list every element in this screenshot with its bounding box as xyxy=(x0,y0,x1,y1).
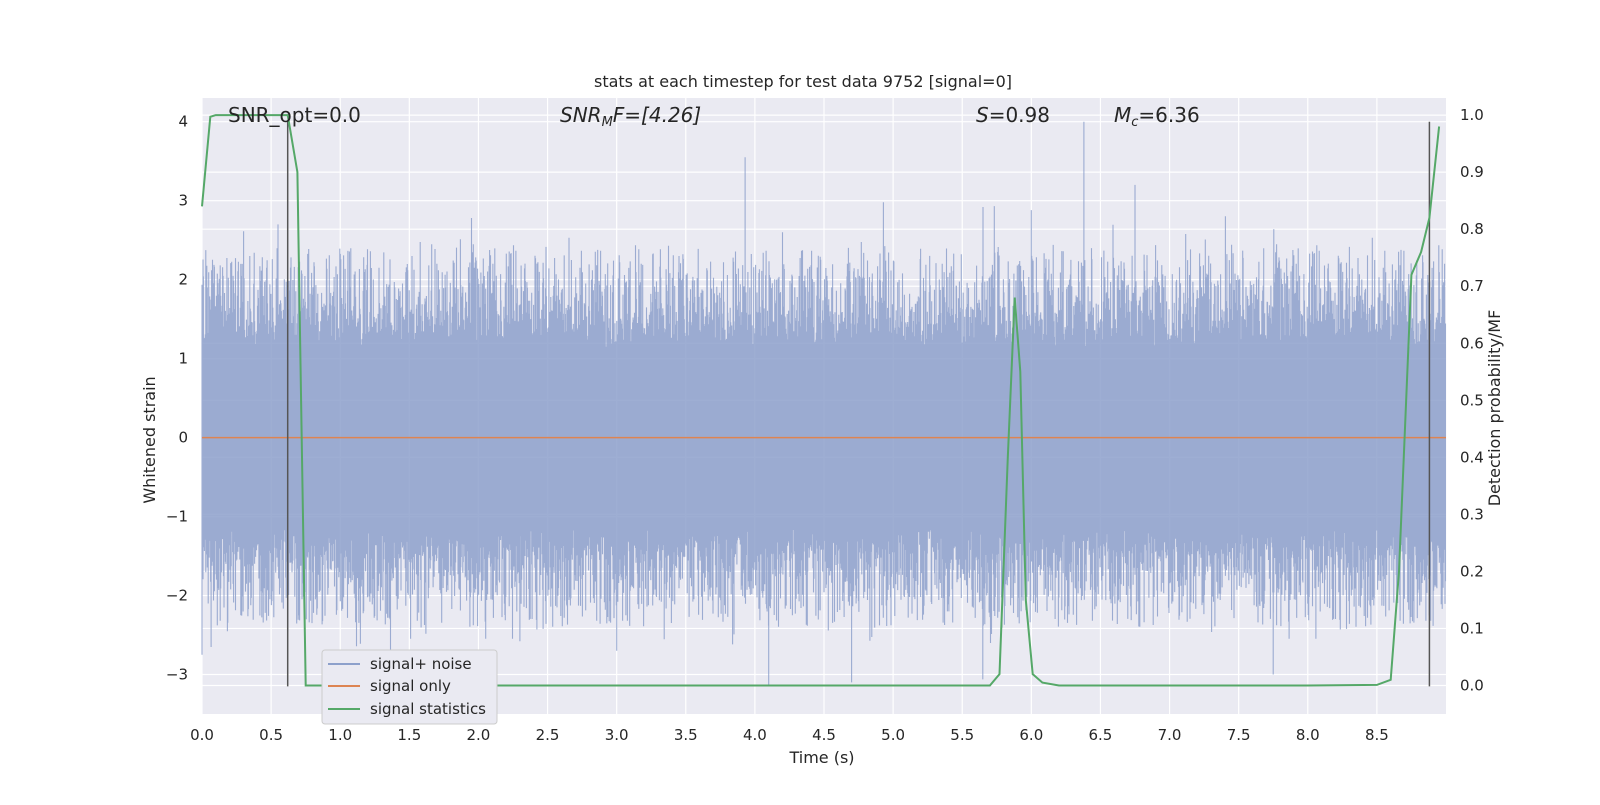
x-tick-label: 4.5 xyxy=(812,726,836,744)
legend-label-signal-noise: signal+ noise xyxy=(370,655,472,673)
y-tick-label-right: 0.0 xyxy=(1460,676,1484,694)
x-tick-label: 0.0 xyxy=(190,726,214,744)
x-tick-label: 1.0 xyxy=(328,726,352,744)
y-tick-label-right: 0.6 xyxy=(1460,334,1484,352)
y-tick-label-right: 0.7 xyxy=(1460,277,1484,295)
x-tick-label: 2.5 xyxy=(536,726,560,744)
x-axis-label: Time (s) xyxy=(788,748,854,767)
series-signal-noise xyxy=(201,121,1447,687)
x-tick-label: 3.5 xyxy=(674,726,698,744)
annotation-s-rest: =0.98 xyxy=(989,103,1050,127)
x-tick-label: 1.5 xyxy=(397,726,421,744)
y-tick-label-left: 1 xyxy=(178,350,188,368)
annotation-mc-sub: c xyxy=(1131,115,1138,130)
x-tick-label: 6.0 xyxy=(1019,726,1043,744)
y-tick-label-left: 3 xyxy=(178,192,188,210)
annotation-mc-main: M xyxy=(1114,103,1131,127)
legend-box xyxy=(321,649,498,725)
x-tick-label: 6.5 xyxy=(1089,726,1113,744)
x-tick-label: 8.0 xyxy=(1296,726,1320,744)
y-axis-label-right: Detection probability/MF xyxy=(1485,310,1504,507)
legend-label-signal-only: signal only xyxy=(370,677,451,695)
legend: signal+ noise signal only signal statist… xyxy=(321,649,498,725)
legend-label-signal-statistics: signal statistics xyxy=(370,700,486,718)
y-tick-label-right: 0.1 xyxy=(1460,619,1484,637)
y-tick-label-right: 0.2 xyxy=(1460,562,1484,580)
y-tick-label-right: 0.5 xyxy=(1460,391,1484,409)
y-tick-label-right: 0.3 xyxy=(1460,505,1484,523)
x-tick-label: 8.5 xyxy=(1365,726,1389,744)
y-tick-label-left: −2 xyxy=(166,587,188,605)
series-signal-statistics xyxy=(201,114,1441,687)
y-axis-label-left: Whitened strain xyxy=(140,376,159,503)
x-tick-label: 5.5 xyxy=(950,726,974,744)
x-tick-label: 4.0 xyxy=(743,726,767,744)
x-tick-label: 0.5 xyxy=(259,726,283,744)
x-tick-label: 7.0 xyxy=(1158,726,1182,744)
annotation-snr-mf-main: SNR xyxy=(560,103,602,127)
annotation-mc-rest: =6.36 xyxy=(1138,103,1199,127)
annotation-s: S=0.98 xyxy=(976,103,1050,127)
y-tick-label-right: 1.0 xyxy=(1460,106,1484,124)
y-tick-label-left: −3 xyxy=(166,666,188,684)
y-tick-label-right: 0.9 xyxy=(1460,163,1484,181)
x-tick-label: 2.0 xyxy=(467,726,491,744)
chart-title: stats at each timestep for test data 975… xyxy=(594,72,1012,91)
y-tick-label-right: 0.4 xyxy=(1460,448,1484,466)
annotation-snr-mf-rest: F=[4.26] xyxy=(613,103,701,127)
annotation-snr-mf-sub: M xyxy=(602,115,613,130)
annotation-snr-mf: SNRMF=[4.26] xyxy=(560,103,701,130)
plot-area: 0.0 0.5 1.0 1.5 2.0 2.5 3.0 3.5 4.0 4.5 5.0 5.5 6.0 6… xyxy=(166,98,1484,744)
y-tick-label-left: −1 xyxy=(166,508,188,526)
annotations: SNR_opt=0.0 SNRMF=[4.26] S=0.98 Mc=6.36 xyxy=(228,103,1200,130)
x-tick-label: 3.0 xyxy=(605,726,629,744)
y-tick-label-left: 4 xyxy=(178,113,188,131)
annotation-snr-opt: SNR_opt=0.0 xyxy=(228,103,361,127)
x-tick-label: 7.5 xyxy=(1227,726,1251,744)
y-tick-label-right: 0.8 xyxy=(1460,220,1484,238)
x-tick-label: 5.0 xyxy=(881,726,905,744)
annotation-s-main: S xyxy=(976,103,989,127)
y-tick-label-left: 2 xyxy=(178,271,188,289)
y-tick-label-left: 0 xyxy=(178,429,188,447)
annotation-mc: Mc=6.36 xyxy=(1114,103,1200,130)
